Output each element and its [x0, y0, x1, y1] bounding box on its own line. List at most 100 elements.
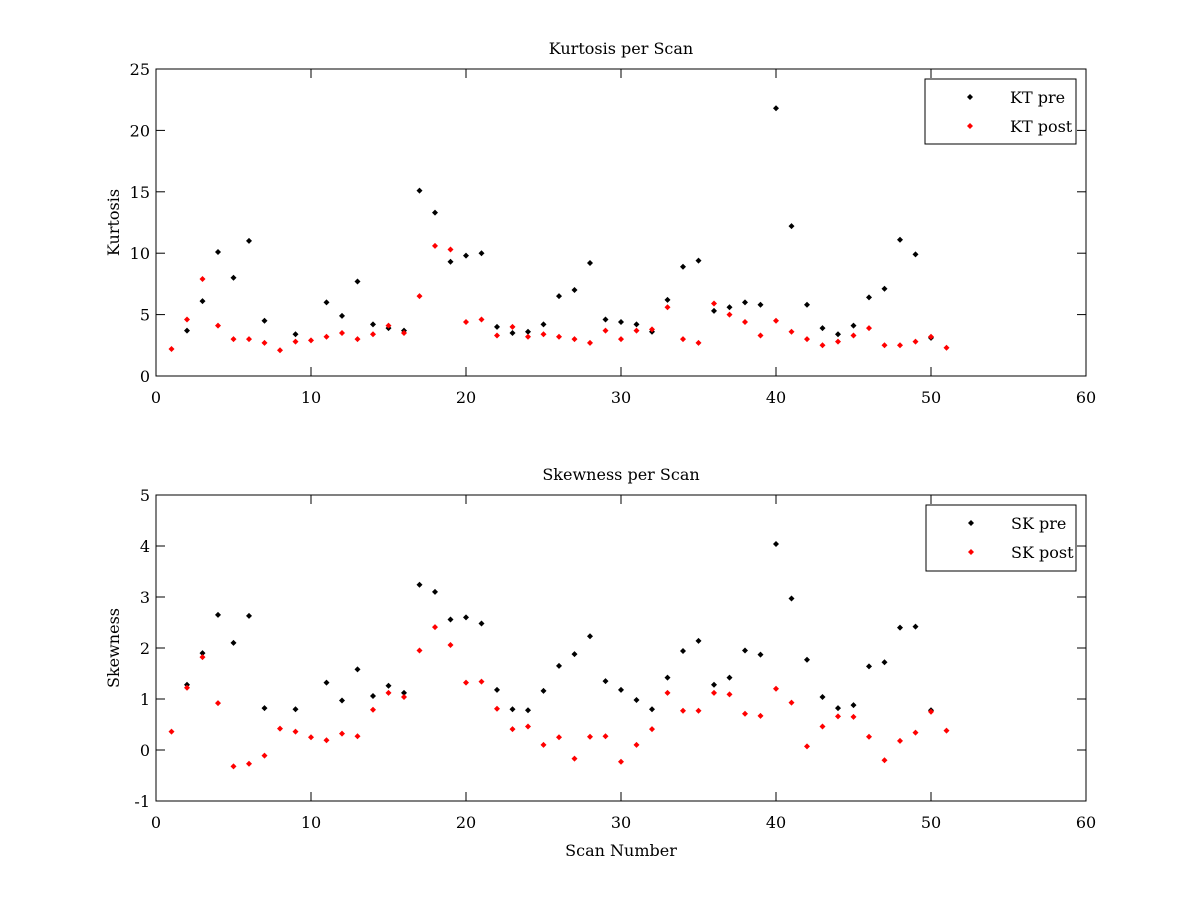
data-point [509, 706, 516, 713]
data-point [680, 336, 686, 343]
data-point [726, 304, 733, 311]
x-tick-label: 10 [301, 388, 321, 407]
legend-label: SK pre [1011, 514, 1066, 533]
data-point [525, 328, 531, 335]
data-point [509, 330, 516, 337]
legend-label: KT post [1010, 117, 1073, 136]
data-point [711, 681, 717, 688]
data-point [881, 659, 888, 666]
data-point [540, 687, 547, 694]
data-point [664, 674, 671, 681]
data-point [339, 312, 345, 319]
data-point [695, 257, 702, 264]
data-point [370, 692, 376, 699]
data-point [416, 581, 423, 588]
data-point [618, 336, 624, 343]
data-point [556, 734, 562, 741]
data-point [587, 633, 593, 640]
y-tick-label: -1 [134, 792, 150, 811]
data-point [323, 333, 330, 340]
data-point [292, 331, 299, 338]
series-2 [168, 624, 950, 770]
data-point [912, 251, 919, 258]
data-point [819, 325, 826, 332]
data-point [788, 699, 795, 706]
data-point [184, 316, 190, 323]
data-point [261, 752, 268, 759]
data-point [804, 301, 810, 308]
data-point [354, 666, 361, 673]
subplot-1: 0 10 20 30 40 50 60 0 5 10 15 20 25 Kurtosis per Scan… [104, 39, 1096, 407]
data-point [230, 763, 237, 770]
data-point [215, 248, 221, 255]
x-tick-label: 20 [456, 388, 476, 407]
data-point [819, 342, 826, 349]
data-point [804, 656, 810, 663]
data-point [680, 707, 686, 714]
data-point [447, 246, 454, 253]
data-point [494, 332, 500, 339]
data-point [323, 737, 330, 744]
data-point [184, 327, 190, 334]
x-tick-label: 20 [456, 813, 476, 832]
data-point [199, 298, 206, 305]
x-tick-label: 50 [921, 813, 941, 832]
data-point [602, 733, 609, 740]
data-point [416, 293, 423, 300]
data-point [866, 663, 872, 670]
data-point [199, 654, 206, 661]
data-point [680, 648, 686, 655]
data-point [432, 624, 438, 631]
data-point [850, 322, 857, 329]
data-point [881, 342, 888, 349]
data-point [447, 616, 454, 623]
data-point [261, 317, 268, 324]
data-point [416, 647, 423, 654]
legend-marker [967, 123, 973, 129]
data-point [726, 691, 733, 698]
data-point [695, 707, 702, 714]
data-point [587, 260, 593, 267]
data-point [401, 330, 407, 337]
data-point [602, 678, 609, 685]
data-point [184, 681, 190, 688]
data-point [416, 187, 423, 194]
data-point [587, 733, 593, 740]
x-tick-label: 30 [611, 388, 631, 407]
data-point [308, 337, 314, 344]
data-point [525, 333, 531, 340]
data-point [850, 332, 857, 339]
data-point [494, 705, 500, 712]
data-point [540, 741, 547, 748]
data-point [788, 595, 795, 602]
data-point [370, 321, 376, 328]
legend-label: KT pre [1010, 88, 1065, 107]
y-tick-label: 0 [140, 741, 150, 760]
x-tick-label: 40 [766, 813, 786, 832]
data-point [757, 712, 764, 719]
data-point [556, 293, 562, 300]
data-point [447, 258, 454, 265]
data-point [463, 252, 469, 259]
data-point [354, 336, 361, 343]
data-point [494, 686, 500, 693]
data-point [525, 707, 531, 714]
data-point [478, 316, 485, 323]
data-point [757, 332, 764, 339]
data-point [339, 697, 345, 704]
data-point [215, 322, 221, 329]
legend-marker [968, 549, 974, 555]
data-point [819, 693, 826, 700]
data-point [571, 651, 578, 658]
y-axis-label: Kurtosis [104, 189, 123, 256]
data-point [711, 300, 717, 307]
data-point [602, 327, 609, 334]
data-point [246, 612, 252, 619]
data-point [866, 733, 872, 740]
data-point [912, 338, 919, 345]
data-point [695, 637, 702, 644]
y-tick-label: 25 [130, 60, 150, 79]
x-tick-label: 60 [1076, 813, 1096, 832]
data-point [447, 641, 454, 648]
